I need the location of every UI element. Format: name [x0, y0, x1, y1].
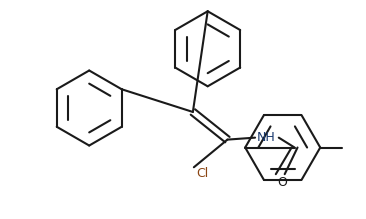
- Text: NH: NH: [257, 131, 276, 144]
- Text: O: O: [277, 176, 287, 189]
- Text: Cl: Cl: [196, 167, 208, 180]
